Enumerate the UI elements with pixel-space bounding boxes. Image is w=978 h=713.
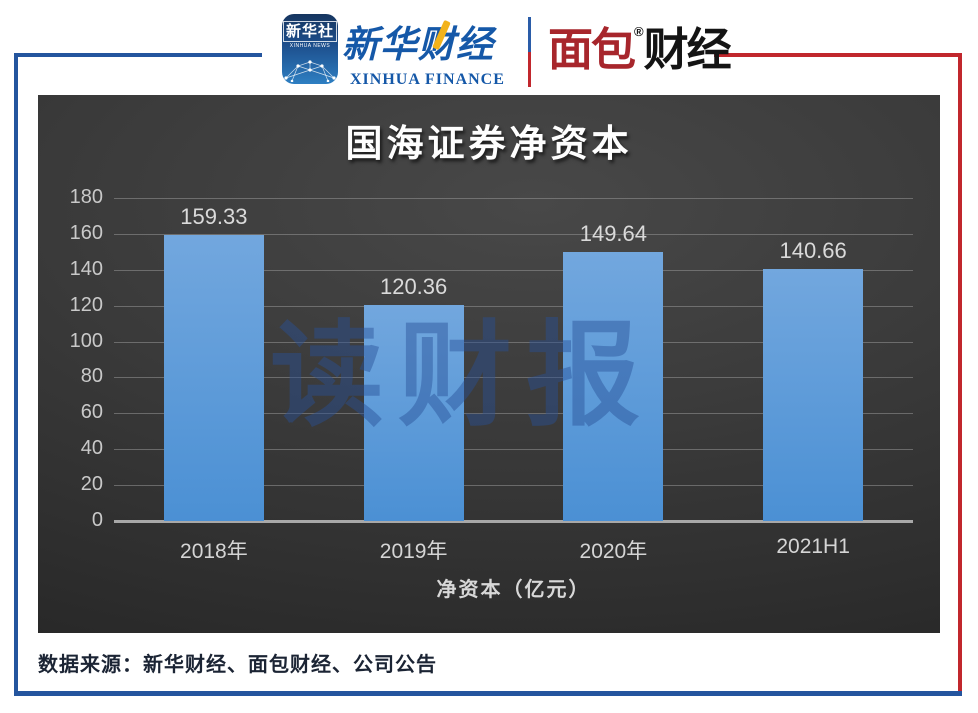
gridline	[114, 305, 913, 307]
gridline	[114, 341, 913, 343]
y-axis-tick-label: 0	[91, 509, 103, 531]
chart-title: 国海证券净资本	[345, 123, 633, 164]
xinhua-news-logo-cn: 新华社	[282, 21, 337, 42]
mianbao-logo-black-text: 财经	[643, 24, 732, 75]
xinhua-finance-logo: 新华财经 XINHUA FINANCE	[342, 14, 517, 88]
frame-border-right	[958, 53, 962, 696]
chart-panel: 国海证券净资本 180 160 140 120 100 80 60 40 20 0 159.33 20…	[38, 95, 940, 633]
network-globe-icon	[284, 60, 336, 82]
xinhua-finance-logo-en: XINHUA FINANCE	[350, 71, 505, 88]
frame-border-top-right	[714, 53, 962, 57]
plot-area: 180 160 140 120 100 80 60 40 20 0 159.33 2018年 120.3…	[38, 95, 940, 633]
y-axis-tick-label: 20	[80, 473, 103, 496]
y-axis-tick-label: 140	[69, 257, 103, 280]
frame-border-bottom	[14, 691, 962, 696]
gridline	[114, 413, 913, 415]
y-axis-tick-label: 80	[80, 365, 103, 388]
y-axis-tick-label: 180	[69, 186, 103, 208]
value-label: 120.36	[379, 274, 448, 300]
gridline	[114, 198, 913, 199]
y-axis-tick-label: 60	[80, 401, 103, 424]
gridline	[114, 377, 913, 379]
y-axis-tick-label: 160	[69, 221, 103, 244]
bar-2021H1	[763, 268, 864, 521]
registered-mark: ®	[634, 24, 644, 39]
bar-2019年	[363, 305, 464, 521]
category-label: 2020年	[579, 540, 648, 563]
xinhua-finance-logo-cn: 新华财经	[342, 25, 494, 66]
value-label: 140.66	[779, 237, 847, 263]
gridline	[114, 233, 913, 235]
frame-border-left	[14, 53, 18, 696]
bar-2018年	[163, 235, 264, 521]
category-label: 2018年	[180, 540, 248, 563]
y-axis-tick-label: 100	[69, 329, 103, 352]
gridline	[114, 269, 913, 271]
category-label: 2019年	[379, 540, 448, 563]
gridline	[114, 485, 913, 487]
category-label: 2021H1	[776, 535, 850, 558]
x-axis-title: 净资本（亿元）	[436, 579, 591, 601]
value-label: 149.64	[579, 221, 648, 247]
xinhua-news-logo-en: XINHUA NEWS	[289, 43, 331, 49]
gridline	[114, 449, 913, 451]
value-label: 159.33	[180, 204, 248, 230]
y-axis-tick-label: 120	[69, 293, 103, 316]
x-axis-line	[114, 520, 913, 523]
y-axis-tick-label: 40	[80, 437, 103, 460]
logo-divider	[528, 17, 531, 87]
bar-2020年	[563, 252, 664, 521]
mianbao-finance-logo: 面包®财经	[548, 22, 732, 78]
data-source-note: 数据来源：新华财经、面包财经、公司公告	[38, 654, 437, 676]
frame-border-top-left	[14, 53, 262, 57]
xinhua-news-logo: 新华社 XINHUA NEWS	[282, 14, 338, 84]
mianbao-logo-red-text: 面包	[548, 24, 636, 75]
